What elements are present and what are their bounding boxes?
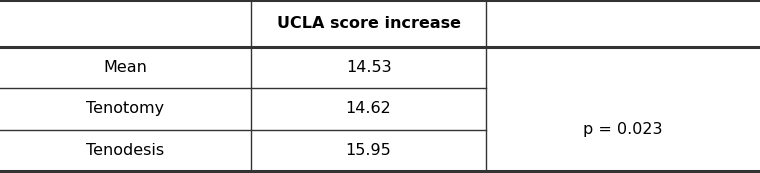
Text: Mean: Mean <box>103 60 147 75</box>
Text: Tenotomy: Tenotomy <box>87 102 164 116</box>
Text: p = 0.023: p = 0.023 <box>584 122 663 137</box>
Text: UCLA score increase: UCLA score increase <box>277 16 461 31</box>
Text: 15.95: 15.95 <box>346 143 391 158</box>
Text: 14.62: 14.62 <box>346 102 391 116</box>
Text: Tenodesis: Tenodesis <box>87 143 164 158</box>
Text: 14.53: 14.53 <box>346 60 391 75</box>
